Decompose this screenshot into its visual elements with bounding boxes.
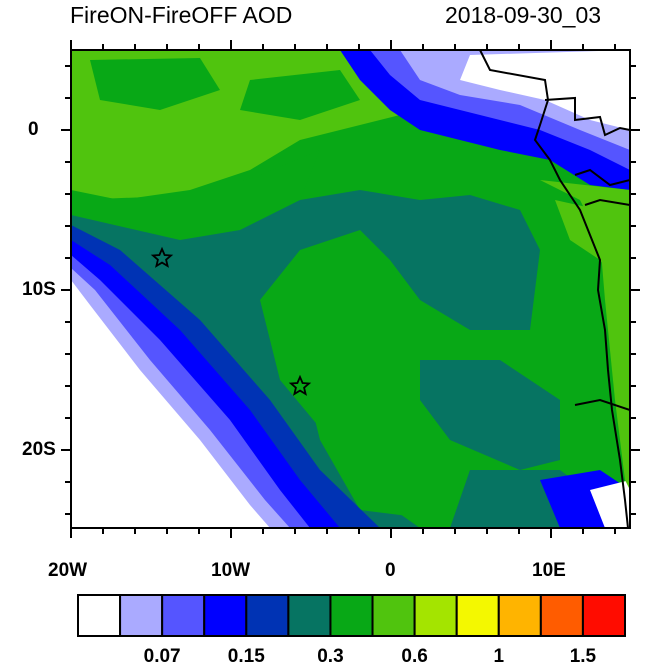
timestamp: 2018-09-30_03	[445, 2, 602, 28]
lon-label-20w: 20W	[48, 560, 88, 581]
colorbar-box	[371, 594, 416, 637]
colorbar-box	[329, 594, 374, 637]
lat-label-0: 0	[28, 119, 39, 140]
colorbar	[77, 594, 627, 637]
colorbar-label: 1.5	[569, 646, 597, 667]
colorbar-box	[581, 594, 627, 637]
colorbar-box	[203, 594, 248, 637]
lon-label-0: 0	[385, 560, 396, 581]
colorbar-box	[455, 594, 500, 637]
colorbar-label: 0.6	[401, 646, 428, 667]
lat-label-10s: 10S	[22, 279, 56, 300]
colorbar-label: 1	[493, 646, 505, 667]
colorbar-label: 0.3	[317, 646, 344, 667]
colorbar-box	[161, 594, 206, 637]
colorbar-label: 0.07	[143, 646, 181, 667]
colorbar-label: 0.15	[227, 646, 265, 667]
lon-label-10w: 10W	[211, 560, 251, 581]
coastline	[479, 50, 630, 528]
colorbar-box	[539, 594, 584, 637]
aod-field	[71, 50, 630, 528]
marker-star-1	[150, 246, 174, 268]
colorbar-box	[119, 594, 164, 637]
colorbar-box	[245, 594, 290, 637]
lat-label-20s: 20S	[22, 439, 56, 460]
colorbar-box	[287, 594, 332, 637]
plot-title: FireON-FireOFF AOD	[70, 2, 293, 28]
colorbar-box	[497, 594, 542, 637]
colorbar-box	[413, 594, 458, 637]
lon-label-10e: 10E	[532, 560, 566, 581]
marker-star-2	[288, 374, 312, 396]
axis-ticks	[61, 40, 640, 538]
colorbar-box	[77, 594, 122, 637]
